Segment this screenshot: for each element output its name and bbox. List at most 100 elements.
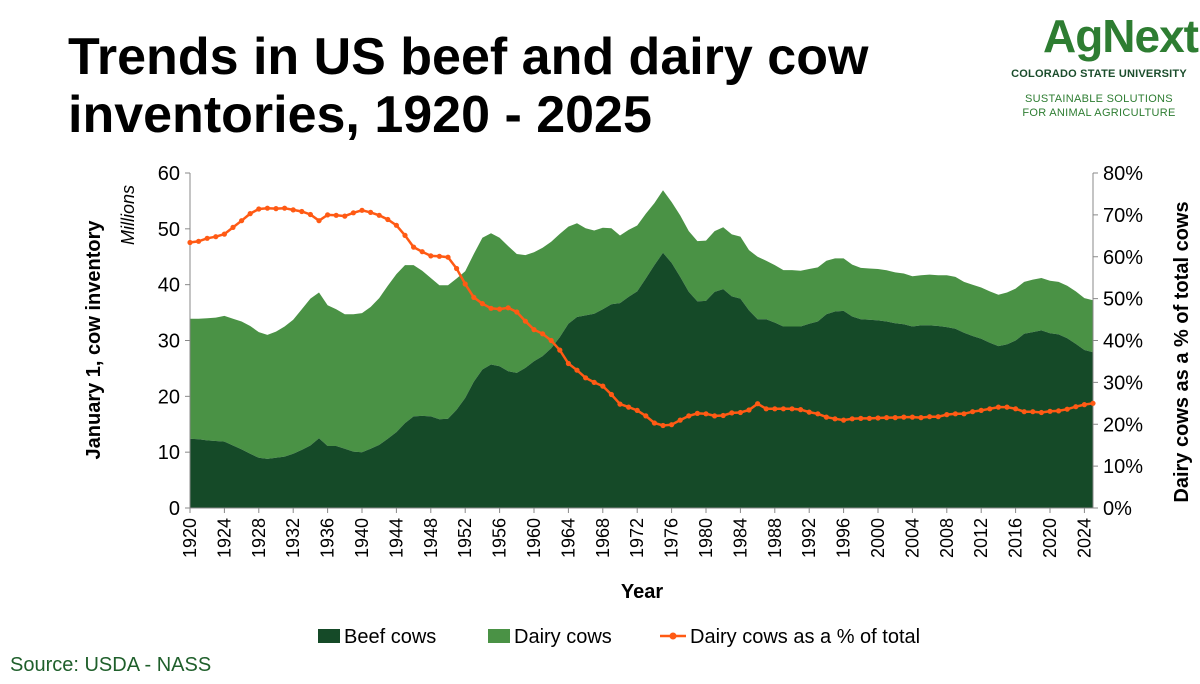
y2-tick-label: 30% (1103, 372, 1143, 394)
dairy-pct-point (1081, 402, 1087, 408)
dairy-pct-point (307, 211, 313, 218)
y-tick-label: 0 (169, 498, 180, 520)
dairy-pct-point (290, 207, 296, 213)
chart-title: Trends in US beef and dairy cow inventor… (68, 28, 869, 144)
dairy-pct-point (1047, 408, 1053, 414)
dairy-pct-point (316, 218, 322, 224)
y-tick-label: 30 (158, 331, 180, 353)
dairy-pct-point (462, 281, 468, 287)
dairy-pct-point (978, 407, 984, 413)
dairy-pct-point (918, 415, 924, 421)
y2-tick-label: 70% (1103, 205, 1143, 227)
dairy-pct-point (342, 213, 348, 219)
x-tick-label: 1980 (696, 518, 716, 558)
y2-axis-label: Dairy cows as a % of total cows (1171, 201, 1193, 502)
dairy-pct-point (884, 415, 890, 421)
dairy-pct-point (815, 411, 821, 417)
dairy-pct-point (299, 208, 305, 215)
x-tick-label: 1936 (318, 518, 338, 558)
dairy-pct-point (600, 383, 606, 389)
x-tick-label: 1992 (799, 518, 819, 558)
dairy-pct-point (849, 416, 855, 422)
y2-tick-label: 10% (1103, 456, 1143, 478)
dairy-pct-point (333, 212, 339, 218)
dairy-pct-point (763, 406, 769, 412)
x-tick-label: 1924 (214, 518, 234, 558)
dairy-pct-point (1064, 406, 1070, 412)
dairy-pct-point (866, 415, 873, 421)
dairy-pct-point (1038, 409, 1044, 416)
y-axis-units-label: Millions (118, 185, 138, 245)
dairy-pct-point (686, 413, 692, 419)
y-axis-label: January 1, cow inventory (83, 220, 105, 460)
dairy-pct-point (1013, 406, 1019, 412)
dairy-pct-point (660, 422, 666, 429)
dairy-pct-point (419, 249, 425, 255)
dairy-pct-point (479, 301, 485, 307)
dairy-pct-point (282, 205, 288, 211)
x-tick-label: 1996 (834, 518, 854, 558)
dairy-pct-point (1090, 400, 1096, 406)
dairy-pct-point (204, 235, 210, 241)
dairy-pct-line (189, 206, 1094, 427)
dairy-pct-point (273, 206, 279, 212)
dairy-pct-point (1073, 404, 1079, 410)
legend-dairy-cows-label: Dairy cows (514, 626, 612, 648)
dairy-pct-point (703, 411, 709, 417)
y-tick-label: 10 (158, 442, 180, 464)
dairy-pct-point (677, 417, 683, 423)
dairy-pct-point (798, 407, 804, 413)
dairy-pct-point (944, 412, 950, 418)
dairy-pct-point (221, 231, 227, 237)
dairy-pct-point (187, 239, 193, 246)
dairy-pct-point (1021, 409, 1027, 415)
dairy-pct-point (428, 253, 434, 259)
dairy-pct-point (634, 407, 640, 413)
dairy-pct-point (694, 410, 701, 416)
dairy-pct-point (909, 414, 916, 420)
dairy-pct-point (393, 222, 399, 228)
dairy-pct-point (540, 331, 546, 337)
dairy-pct-point (368, 209, 374, 215)
dairy-pct-point (806, 409, 812, 415)
dairy-pct-point (565, 360, 572, 367)
x-tick-label: 1988 (765, 518, 785, 558)
dairy-pct-point (643, 413, 649, 419)
dairy-pct-point (1056, 408, 1062, 414)
beef-cows-area (190, 252, 1093, 508)
dairy-pct-point (471, 294, 477, 300)
x-tick-label: 1952 (455, 518, 475, 558)
y2-tick-label: 0% (1103, 498, 1132, 520)
legend: Beef cows Dairy cows Dairy cows as a % of … (318, 626, 920, 648)
legend-beef-cows-label: Beef cows (344, 626, 436, 648)
x-tick-label: 1940 (352, 518, 372, 558)
pct-line-layer (187, 205, 1096, 429)
dairy-pct-point (256, 206, 262, 212)
dairy-pct-point (720, 412, 726, 419)
legend-dairy-cows-swatch (488, 629, 510, 643)
dairy-pct-point (436, 253, 442, 259)
x-tick-label: 1964 (558, 518, 578, 558)
dairy-pct-point (402, 232, 408, 238)
area-layer (190, 190, 1093, 508)
dairy-pct-point (712, 413, 718, 419)
x-tick-label: 1960 (524, 518, 544, 558)
dairy-pct-point (737, 409, 744, 416)
dairy-pct-point (514, 309, 520, 315)
x-axis-label: Year (621, 581, 663, 603)
dairy-pct-point (1004, 404, 1010, 410)
dairy-pct-point (445, 254, 451, 260)
x-tick-label: 2020 (1040, 518, 1060, 558)
x-tick-label: 2008 (937, 518, 957, 558)
legend-dairy-pct-label: Dairy cows as a % of total (690, 626, 920, 648)
y-tick-label: 40 (158, 275, 180, 297)
dairy-pct-point (239, 218, 245, 224)
x-tick-label: 2016 (1006, 518, 1026, 558)
dairy-pct-point (626, 404, 632, 410)
x-tick-label: 1944 (386, 518, 406, 558)
dairy-pct-point (574, 367, 580, 373)
dairy-pct-point (385, 216, 391, 223)
y2-tick-label: 60% (1103, 247, 1143, 269)
dairy-pct-point (196, 238, 202, 244)
logo-wordmark: AgNext (1042, 10, 1199, 62)
